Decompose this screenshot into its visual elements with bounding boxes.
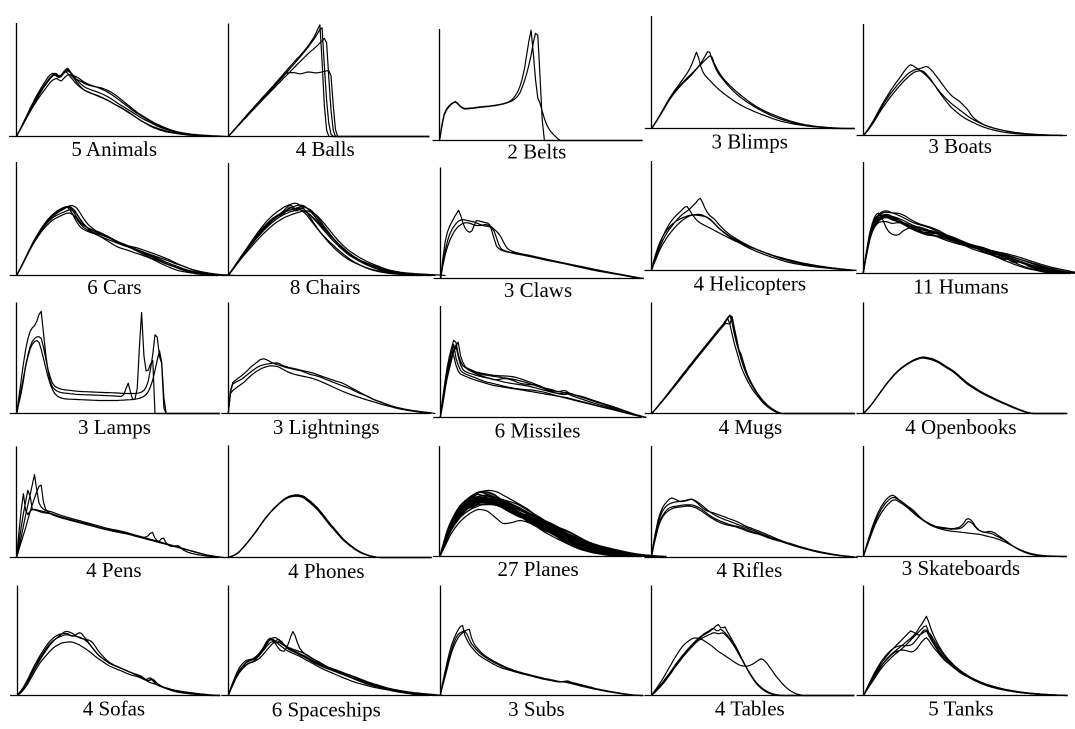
svg-text:3 Lamps: 3 Lamps xyxy=(78,415,151,439)
svg-text:27 Planes: 27 Planes xyxy=(498,557,579,581)
svg-text:11 Humans: 11 Humans xyxy=(913,274,1008,298)
svg-text:4 Sofas: 4 Sofas xyxy=(83,696,145,720)
svg-text:4 Openbooks: 4 Openbooks xyxy=(905,415,1016,439)
svg-text:4 Tables: 4 Tables xyxy=(715,696,785,720)
svg-text:4 Pens: 4 Pens xyxy=(86,558,141,582)
svg-text:3 Lightnings: 3 Lightnings xyxy=(273,415,380,439)
svg-text:5 Tanks: 5 Tanks xyxy=(928,696,993,720)
svg-text:6 Cars: 6 Cars xyxy=(87,275,141,299)
svg-text:4 Balls: 4 Balls xyxy=(296,137,355,161)
svg-text:4 Mugs: 4 Mugs xyxy=(719,415,783,439)
svg-text:4 Rifles: 4 Rifles xyxy=(716,558,782,582)
svg-text:6 Spaceships: 6 Spaceships xyxy=(272,697,381,721)
svg-text:5 Animals: 5 Animals xyxy=(71,137,157,161)
svg-text:4 Helicopters: 4 Helicopters xyxy=(694,271,807,295)
svg-text:4 Phones: 4 Phones xyxy=(288,559,364,583)
svg-text:3 Subs: 3 Subs xyxy=(508,697,565,721)
svg-text:6 Missiles: 6 Missiles xyxy=(495,418,581,442)
svg-text:2 Belts: 2 Belts xyxy=(507,140,566,164)
svg-text:3 Blimps: 3 Blimps xyxy=(711,130,787,154)
svg-text:3 Skateboards: 3 Skateboards xyxy=(902,556,1020,580)
svg-text:8 Chairs: 8 Chairs xyxy=(290,275,361,299)
svg-text:3 Claws: 3 Claws xyxy=(504,278,572,302)
svg-text:3 Boats: 3 Boats xyxy=(928,134,992,158)
